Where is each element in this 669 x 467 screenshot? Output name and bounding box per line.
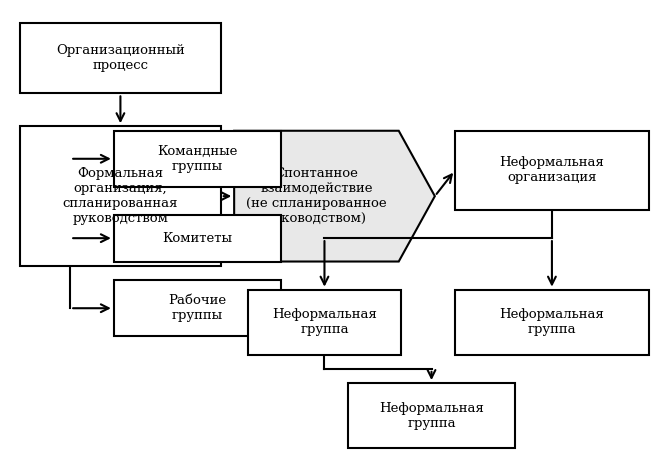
Text: Организационный
процесс: Организационный процесс [56, 44, 185, 72]
Text: Командные
группы: Командные группы [157, 145, 237, 173]
Polygon shape [234, 131, 435, 262]
FancyBboxPatch shape [114, 280, 281, 336]
Text: Неформальная
организация: Неформальная организация [500, 156, 604, 184]
FancyBboxPatch shape [20, 126, 221, 266]
Text: Неформальная
группа: Неформальная группа [272, 308, 377, 336]
FancyBboxPatch shape [455, 131, 649, 210]
FancyBboxPatch shape [114, 131, 281, 187]
Text: Неформальная
группа: Неформальная группа [500, 308, 604, 336]
FancyBboxPatch shape [20, 23, 221, 93]
FancyBboxPatch shape [248, 290, 401, 355]
FancyBboxPatch shape [348, 383, 515, 448]
Text: Рабочие
группы: Рабочие группы [169, 294, 226, 322]
Text: Спонтанное
взаимодействие
(не спланированное
руководством): Спонтанное взаимодействие (не спланирова… [246, 167, 387, 225]
Text: Неформальная
группа: Неформальная группа [379, 402, 484, 430]
FancyBboxPatch shape [114, 215, 281, 262]
Text: Формальная
организация,
спланированная
руководством: Формальная организация, спланированная р… [63, 167, 178, 225]
FancyBboxPatch shape [455, 290, 649, 355]
Text: Комитеты: Комитеты [163, 232, 232, 245]
